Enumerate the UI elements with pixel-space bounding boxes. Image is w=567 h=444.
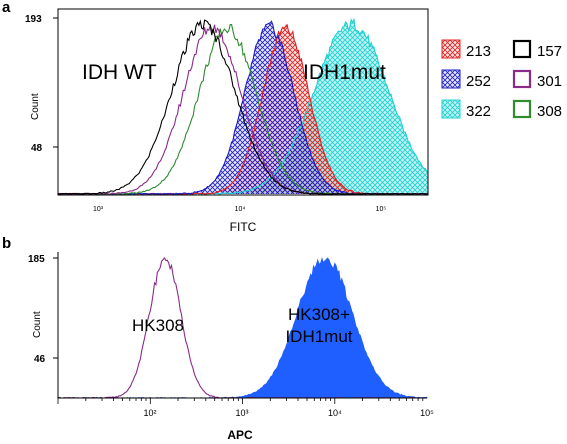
panel-b-label: b (2, 235, 11, 252)
legend-swatch-301 (512, 69, 532, 89)
legend-swatch-157 (512, 39, 532, 59)
annotation-hk308: HK308 (132, 316, 184, 335)
legend-label-252: 252 (466, 73, 491, 90)
legend-swatch-252 (441, 69, 461, 89)
legend-label-213: 213 (466, 43, 491, 60)
annotation-idh-wt: IDH WT (82, 61, 157, 84)
panel-b-minor-ticks (57, 398, 424, 404)
legend-label-308: 308 (537, 103, 562, 120)
annotation-idh1mut: IDH1mut (303, 61, 386, 84)
series-157-line (57, 19, 428, 195)
panel-a-xtick-1e4: 10⁴ (235, 206, 246, 213)
panel-b-xtick-1e4: 10⁴ (328, 408, 342, 418)
histogram-panel-a (57, 8, 429, 196)
panel-a-xtick-1e3: 10³ (93, 206, 104, 213)
legend-label-322: 322 (466, 103, 491, 120)
panel-a-filled-curves (58, 19, 428, 195)
series-322-fill (58, 19, 428, 194)
panel-a-ytick-48: 48 (31, 143, 43, 154)
panel-b-ylabel: Count (32, 311, 43, 338)
annotation-hk308-plus: HK308+ (288, 305, 350, 324)
panel-b-ytick-46: 46 (34, 354, 46, 365)
series-252-fill (58, 21, 428, 194)
legend-swatch-322 (441, 99, 461, 119)
histogram-panel-b (57, 252, 428, 404)
legend-label-157: 157 (537, 43, 562, 60)
panel-a-line-curves (57, 17, 429, 195)
legend-swatch-213 (441, 39, 461, 59)
legend-swatch-308 (512, 99, 532, 119)
panel-a-xtick-1e5: 10⁵ (376, 206, 387, 213)
series-hk308-idh1mut-fill (58, 257, 428, 399)
annotation-idh1mut-b: IDH1mut (285, 327, 352, 346)
panel-b-xtick-1e2: 10² (143, 408, 156, 418)
panel-a-ytick-193: 193 (25, 14, 42, 25)
panel-a-label: a (2, 0, 11, 16)
panel-b-filled-curves (58, 257, 428, 399)
panel-a-frame (57, 8, 429, 196)
legend-label-301: 301 (537, 73, 562, 90)
panel-b-xtick-1e5: 10⁵ (420, 408, 434, 418)
panel-b-xlabel: APC (227, 428, 253, 442)
panel-b-xtick-1e3: 10³ (235, 408, 248, 418)
panel-a-legend: 213 157 252 301 322 308 (441, 39, 562, 120)
panel-b-ytick-185: 185 (28, 254, 45, 265)
panel-a-ylabel: Count (30, 93, 41, 120)
panel-a-xlabel: FITC (230, 220, 257, 234)
